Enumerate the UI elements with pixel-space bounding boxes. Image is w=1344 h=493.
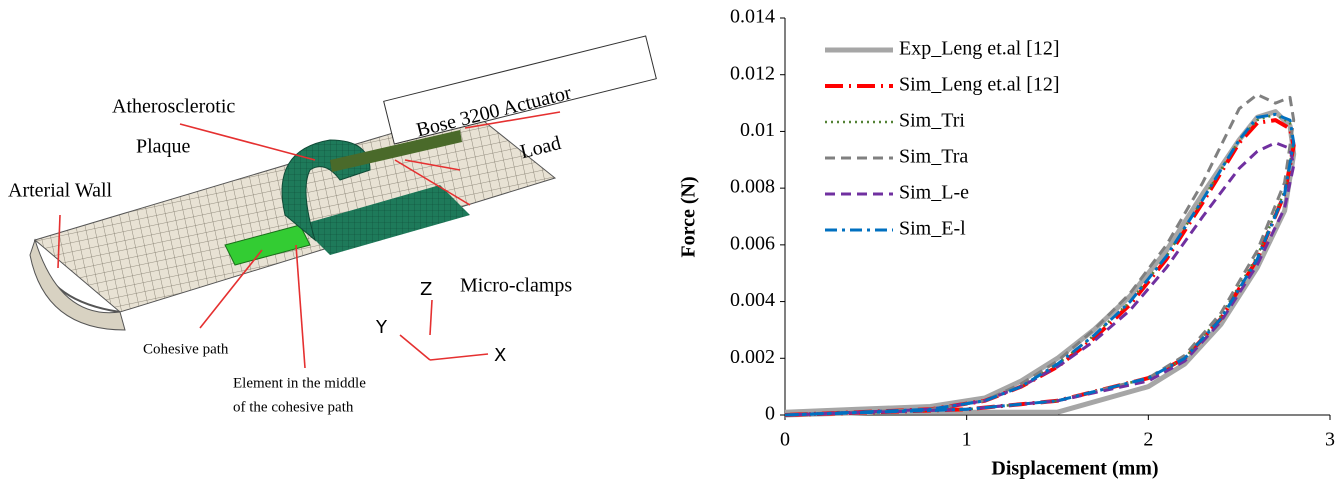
axis-letter: Z xyxy=(420,279,432,300)
actuator-box xyxy=(383,35,657,145)
label: Cohesive path xyxy=(143,341,229,357)
label: of the cohesive path xyxy=(233,399,354,415)
series-line xyxy=(784,93,1296,417)
diagram: Atherosclerotic Plaque Arterial Wall Bos… xyxy=(8,35,657,415)
x-tick-label: 1 xyxy=(962,429,972,451)
label: Micro-clamps xyxy=(460,275,572,297)
series-line xyxy=(784,112,1296,417)
x-axis-title: Displacement (mm) xyxy=(991,458,1158,480)
actuator-rod xyxy=(330,130,462,172)
label: Arterial Wall xyxy=(8,180,113,202)
label: Atherosclerotic xyxy=(112,96,235,118)
y-tick-label: 0.006 xyxy=(730,232,775,254)
label: Plaque xyxy=(136,136,191,158)
wall-section xyxy=(29,238,126,331)
y-tick-label: 0.008 xyxy=(730,176,775,198)
chart: Displacement (mm) Force (N) 0 0.002 0.004 0… xyxy=(678,6,1335,480)
y-tick-label: 0.014 xyxy=(730,6,775,28)
label: Load xyxy=(518,132,563,163)
y-axis-title: Force (N) xyxy=(678,176,700,257)
legend-label: Sim_L-e xyxy=(899,182,969,204)
cohesive-path xyxy=(224,224,311,266)
arrows xyxy=(57,111,561,369)
legend-label: Sim_Tri xyxy=(899,110,965,132)
x-tick-label: 3 xyxy=(1325,429,1335,451)
legend-label: Sim_E-l xyxy=(899,218,966,240)
x-tick-label: 2 xyxy=(1143,429,1153,451)
y-tick-label: 0.004 xyxy=(730,289,775,311)
axis-letter: X xyxy=(494,345,506,366)
y-tick-label: 0.012 xyxy=(730,62,775,84)
legend-label: Sim_Tra xyxy=(899,146,968,168)
y-tick-label: 0 xyxy=(765,403,775,425)
label: Element in the middle xyxy=(233,375,366,391)
micro-clamp xyxy=(300,185,470,255)
legend-label: Sim_Leng et.al [12] xyxy=(899,74,1060,96)
x-tick-label: 0 xyxy=(780,429,790,451)
y-tick-label: 0.01 xyxy=(740,119,775,141)
legend-label: Exp_Leng et.al [12] xyxy=(899,38,1060,60)
y-tick-label: 0.002 xyxy=(730,346,775,368)
axis-letter: Y xyxy=(375,317,388,338)
